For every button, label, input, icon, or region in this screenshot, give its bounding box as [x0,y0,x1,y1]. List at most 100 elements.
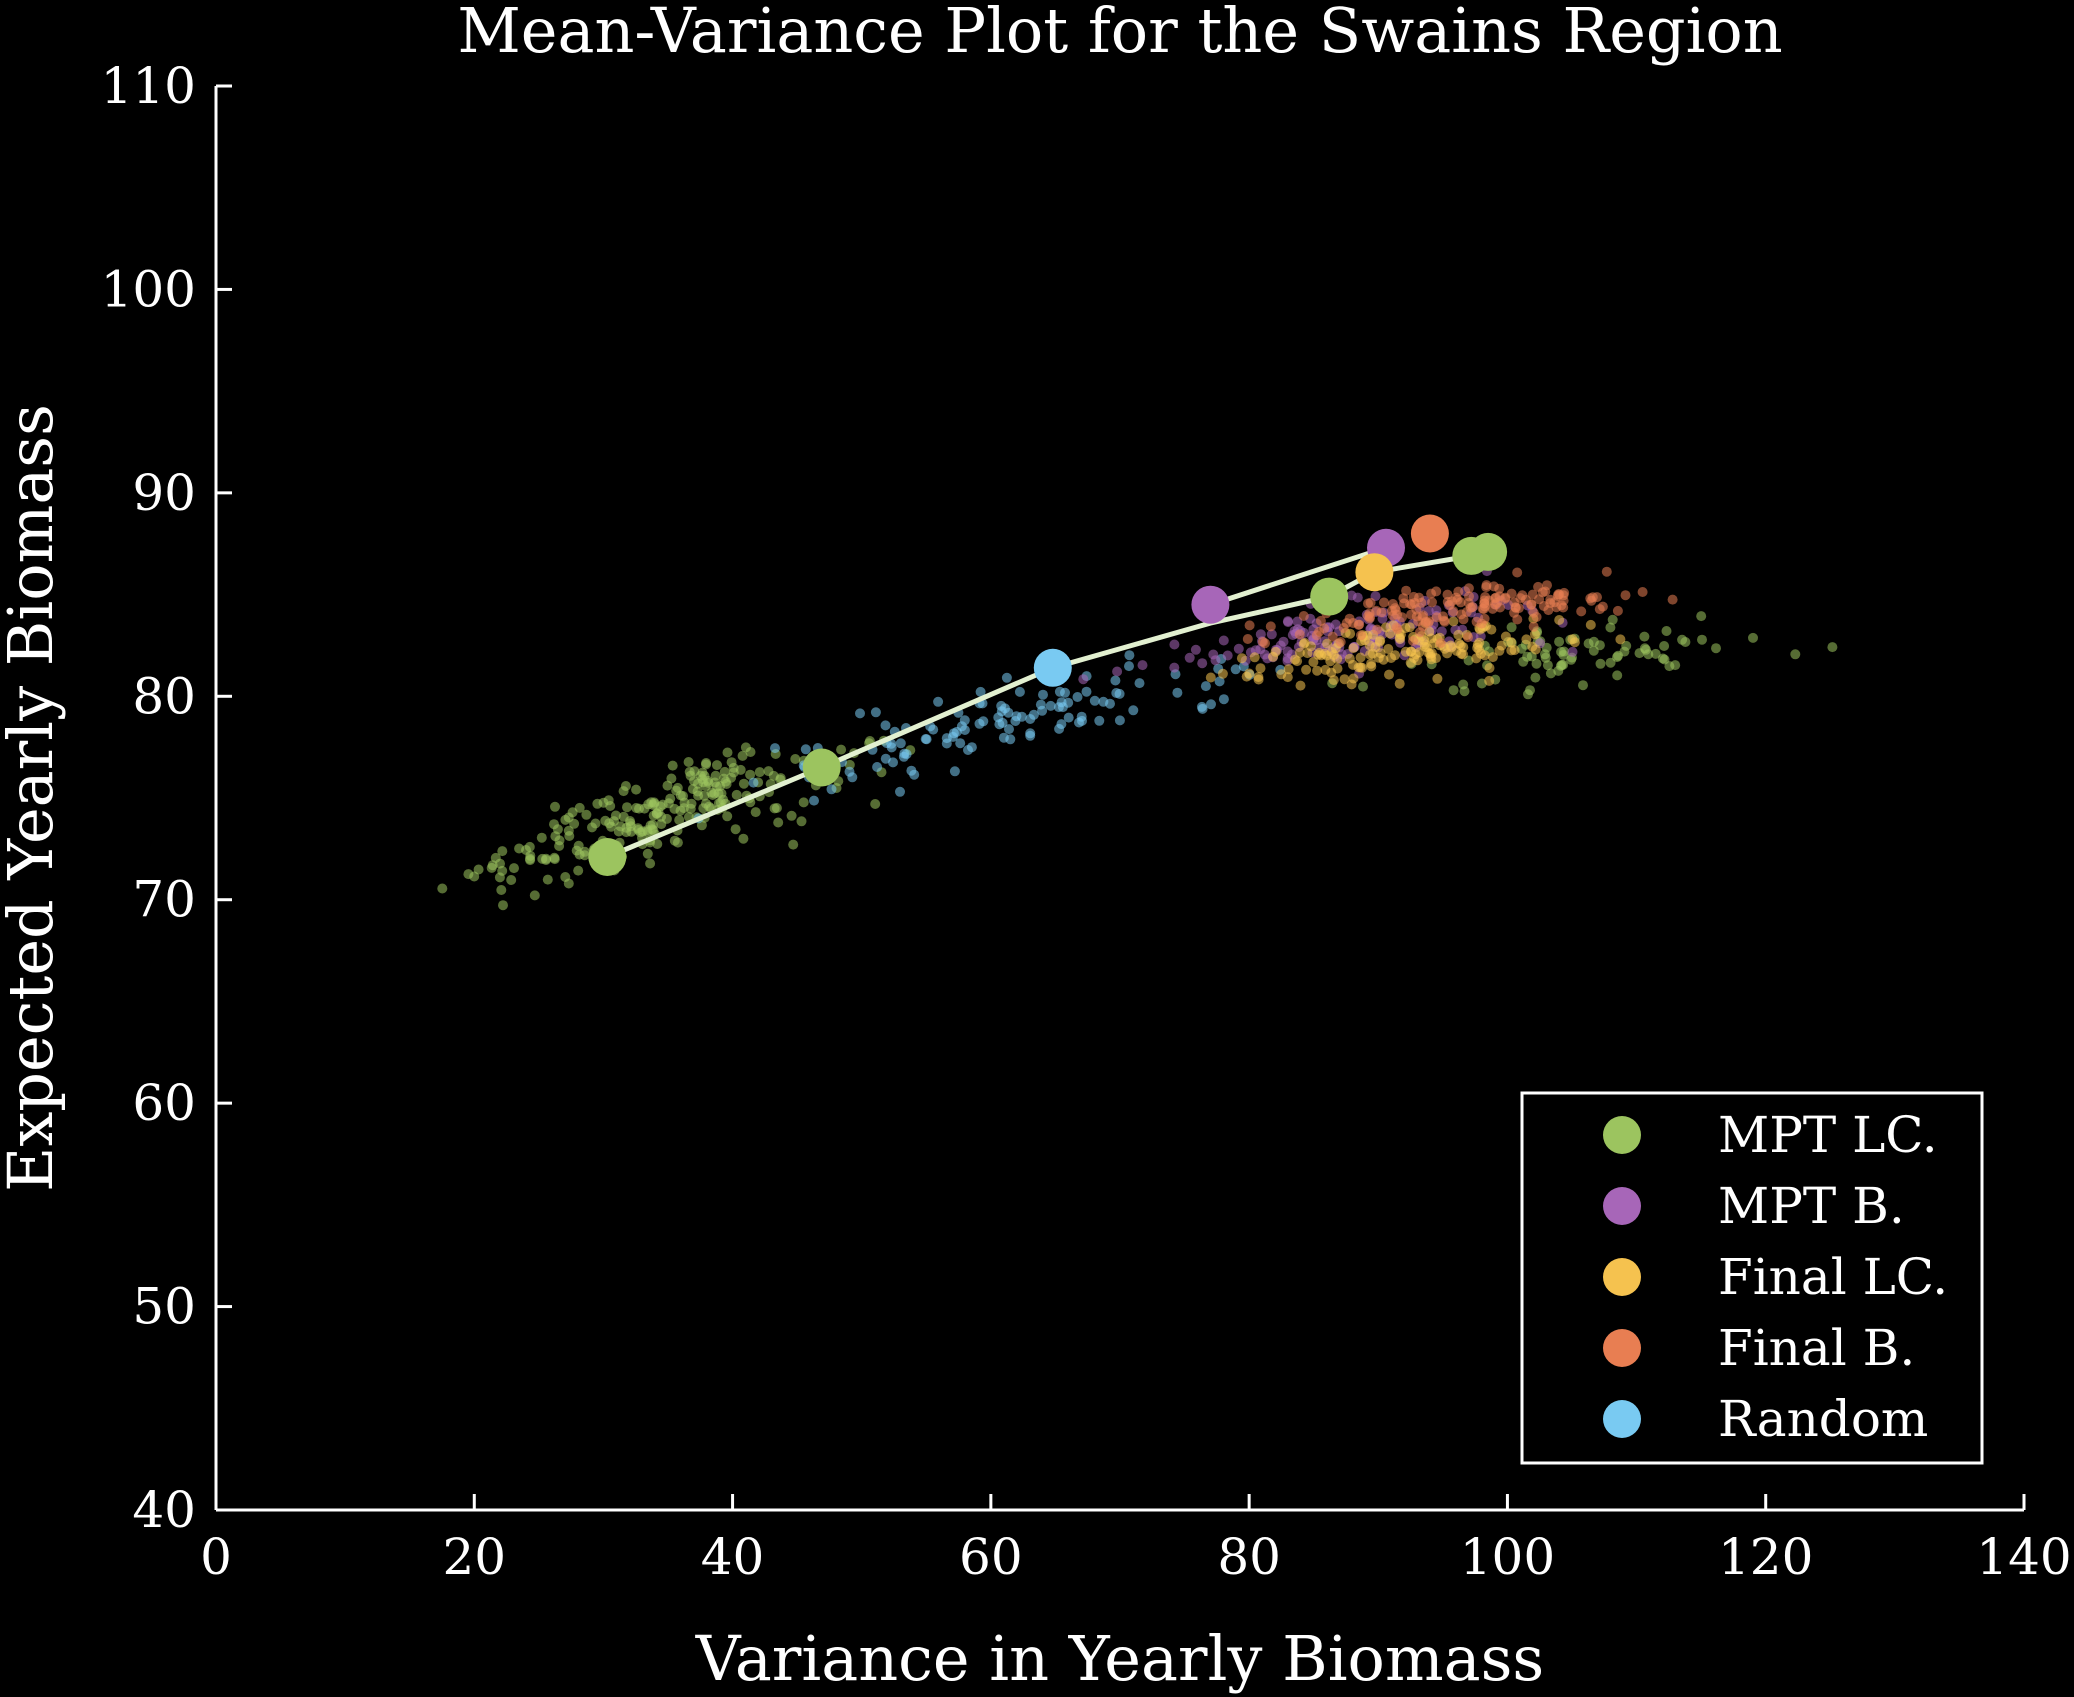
cloud-point [1312,665,1323,676]
cloud-point [1540,649,1550,660]
cloud-point [1512,614,1523,625]
cloud-point [870,707,881,718]
cloud-point [1790,649,1801,660]
cloud-point [1321,650,1332,661]
cloud-point [666,773,677,784]
cloud-point [731,789,742,800]
cloud-point [498,900,508,911]
series-point [1310,577,1349,616]
series-point [588,838,627,876]
cloud-point [1488,581,1499,592]
cloud-point [1639,631,1650,642]
cloud-point [1554,636,1565,647]
cloud-point [898,751,909,762]
scatter-cloud [437,566,1838,911]
cloud-point [1487,603,1498,614]
cloud-point [1348,659,1358,670]
cloud-point [796,816,807,827]
cloud-point [1531,658,1542,669]
cloud-point [1696,611,1707,622]
cloud-point [1294,629,1305,640]
cloud-point [1206,699,1216,710]
cloud-point [1298,611,1309,621]
cloud-point [1484,663,1495,673]
cloud-point [1479,601,1490,612]
cloud-point [754,767,765,778]
cloud-point [689,776,699,786]
cloud-point [1053,702,1064,713]
cloud-point [621,827,632,838]
cloud-point [718,773,729,784]
legend-label: Final B. [1718,1319,1915,1377]
cloud-point [809,795,819,806]
cloud-point [1513,603,1524,614]
cloud-point [1348,643,1359,654]
cloud-point [1588,645,1599,656]
cloud-point [1386,653,1397,663]
cloud-point [564,831,575,841]
series-point [1469,532,1508,571]
cloud-point [656,811,667,822]
cloud-point [1401,585,1412,596]
cloud-point [1479,613,1490,624]
cloud-point [1664,661,1675,672]
cloud-point [1038,689,1048,700]
cloud-point [1512,567,1523,578]
cloud-point [790,754,801,764]
cloud-point [1496,640,1507,651]
cloud-point [1169,662,1180,673]
cloud-point [745,747,756,757]
cloud-point [1363,611,1373,622]
cloud-point [672,837,683,848]
cloud-point [1400,646,1411,657]
cloud-point [1197,703,1208,714]
cloud-point [1298,639,1309,649]
cloud-point [1366,661,1377,672]
cloud-point [1414,647,1425,658]
cloud-point [1260,638,1270,649]
cloud-point [722,747,733,758]
cloud-point [1398,593,1409,604]
y-tick-label: 60 [132,1074,196,1132]
cloud-point [1438,611,1448,622]
cloud-point [773,817,784,828]
cloud-point [1134,678,1145,689]
cloud-point [1484,675,1495,686]
cloud-point [1054,723,1065,734]
cloud-point [1583,638,1594,649]
cloud-point [1370,642,1381,653]
cloud-point [1576,606,1587,617]
legend-marker [1603,1258,1641,1296]
legend-marker [1603,1329,1641,1367]
cloud-point [631,784,642,795]
x-tick-label: 80 [1217,1528,1281,1586]
cloud-point [642,848,653,859]
cloud-point [610,810,621,821]
cloud-point [1230,664,1241,675]
cloud-point [1214,676,1225,687]
cloud-point [1605,622,1616,633]
y-ticks: 40 50 60 70 80 90 100 110 [101,57,232,1539]
cloud-point [667,760,678,771]
y-axis-label: Expected Yearly Biomass [0,404,67,1192]
y-tick-label: 100 [101,260,196,318]
cloud-point [1308,657,1319,667]
cloud-point [730,824,741,835]
cloud-point [581,809,592,820]
cloud-point [710,770,721,781]
cloud-point [1448,616,1459,627]
cloud-point [1078,674,1089,685]
cloud-point [1003,707,1014,718]
cloud-point [1365,597,1376,608]
cloud-point [1585,593,1596,604]
legend-label: Final LC. [1718,1248,1948,1306]
cloud-point [1506,637,1517,648]
cloud-point [560,814,571,825]
cloud-point [1634,648,1645,659]
cloud-point [1431,586,1442,597]
cloud-point [1416,597,1427,608]
cloud-point [1558,590,1569,601]
cloud-point [1394,678,1405,689]
cloud-point [1419,635,1430,646]
